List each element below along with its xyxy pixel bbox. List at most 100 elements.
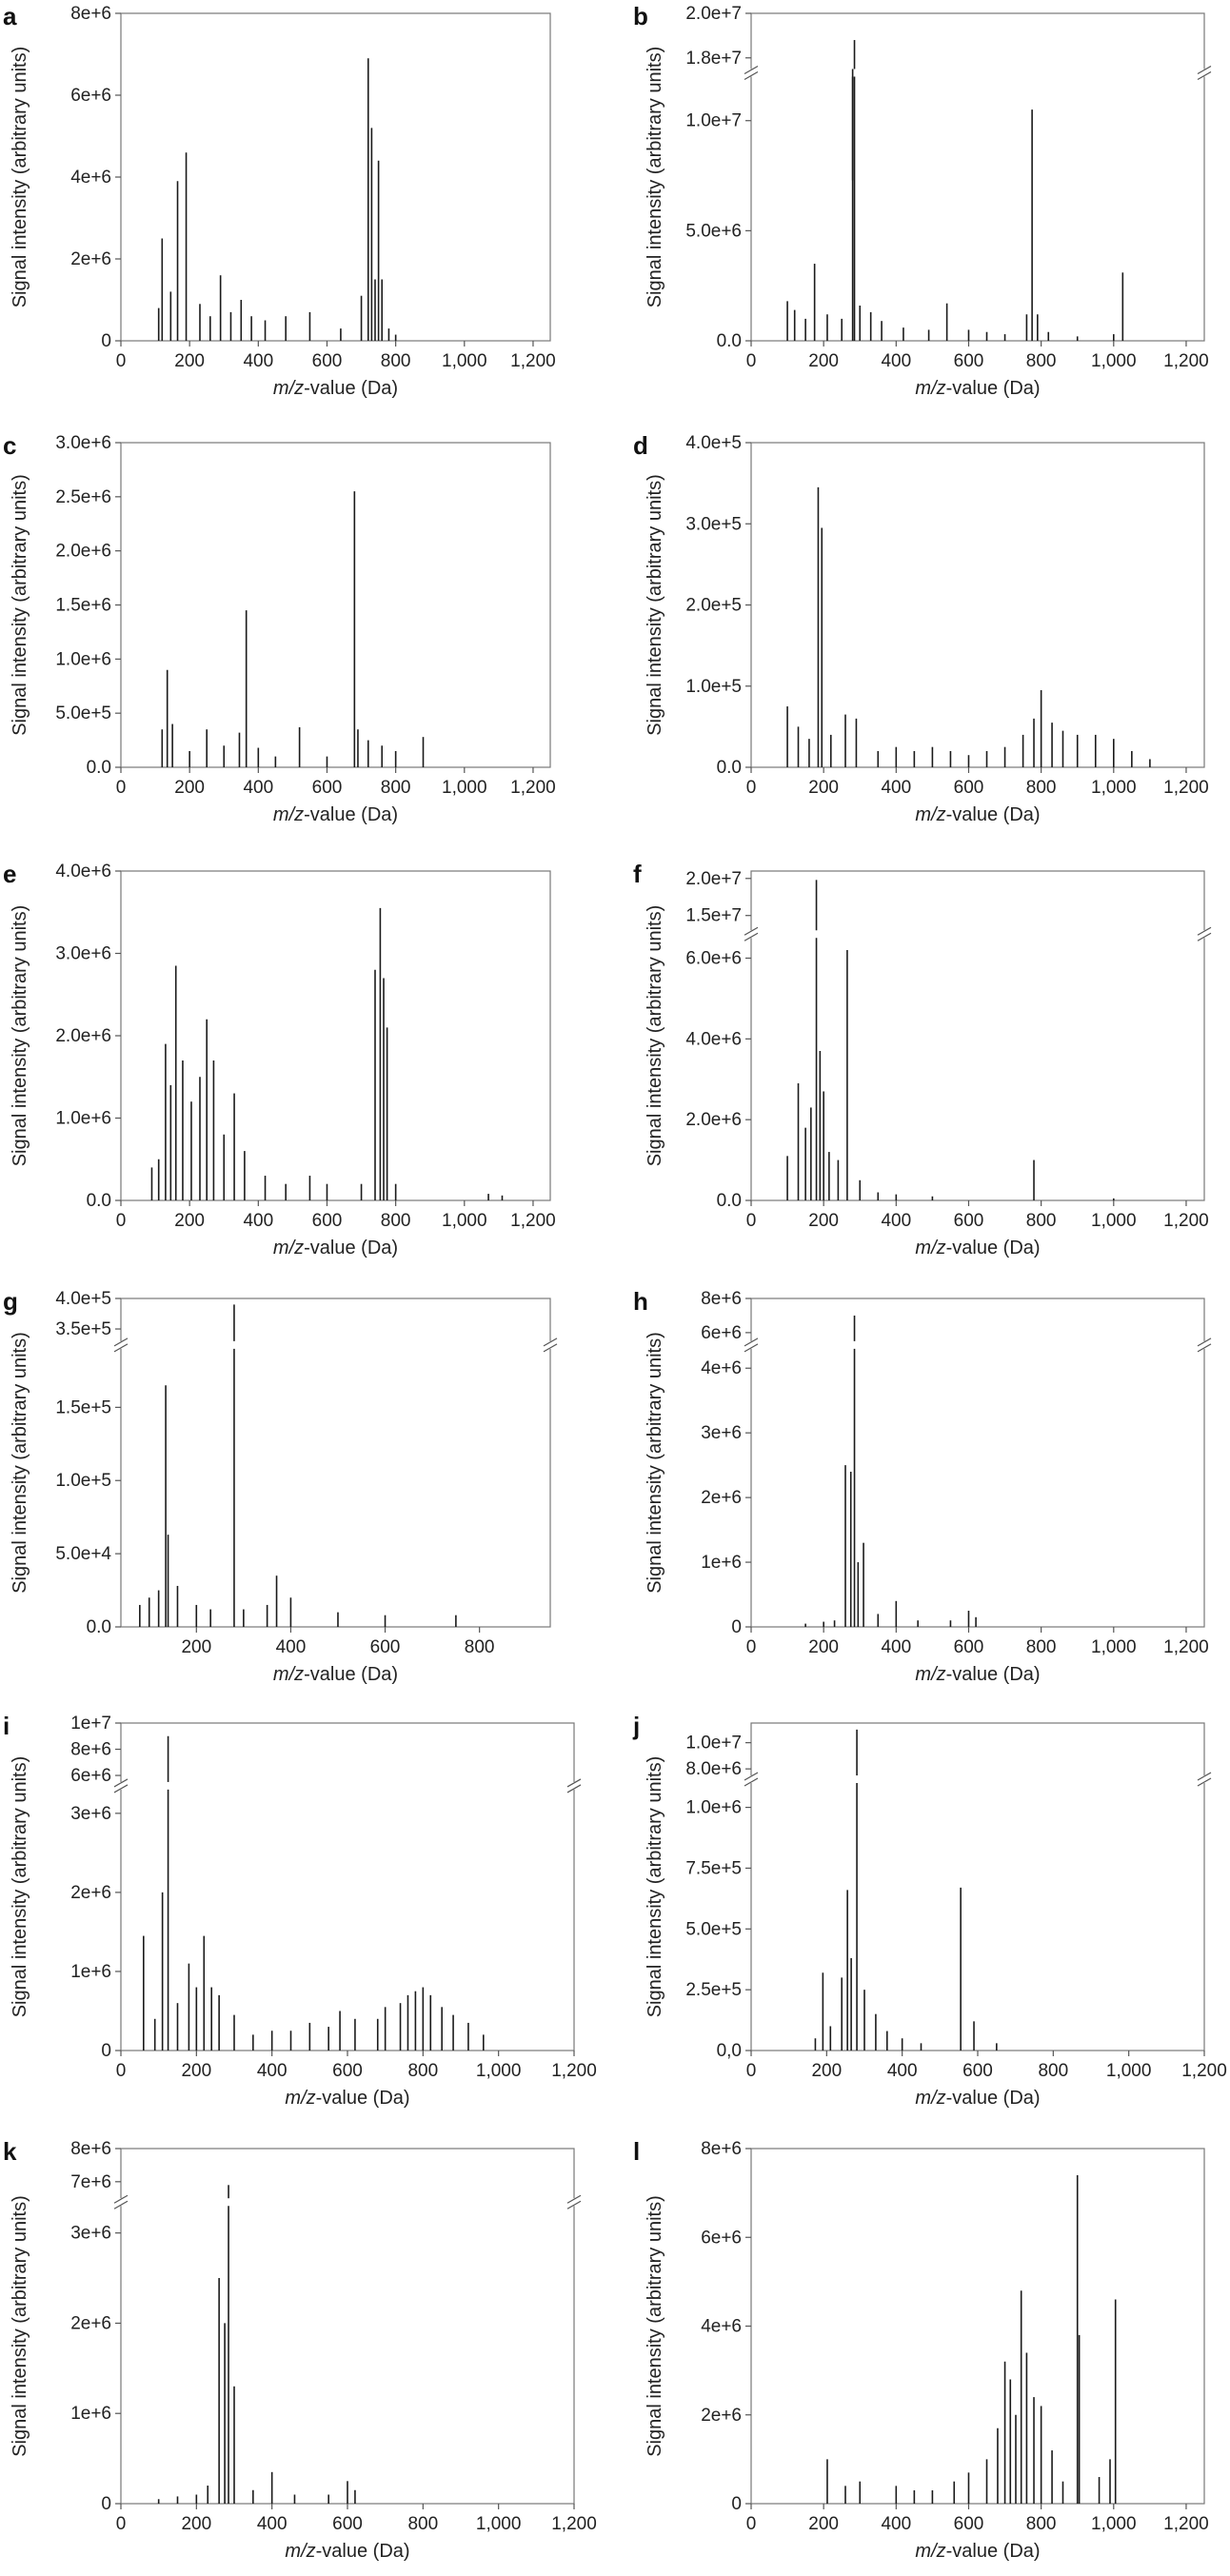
axis-break-mark [113,2200,129,2209]
x-tick-label: 200 [181,2061,211,2081]
panel-label: a [3,2,17,30]
x-tick-label: 0 [746,2061,757,2081]
axis-break-mark [1197,1338,1212,1347]
axis-break-mark [566,1784,582,1793]
x-tick-label: 200 [181,1637,211,1657]
x-axis-label: m/z-value (Da) [273,378,398,399]
panel-label: b [633,2,648,30]
plot-frame [750,1722,1205,2051]
y-tick-label: 1.0e+6 [55,1109,111,1129]
y-tick-label: 2.0e+6 [55,1026,111,1046]
x-tick-label: 600 [954,778,984,798]
x-tick-label: 1,000 [442,778,487,798]
axis-break-mark [744,1777,759,1787]
x-tick-label: 1,200 [551,2514,597,2534]
axis-break-mark [744,926,759,936]
y-tick-label: 3e+6 [70,1804,111,1824]
y-tick-label: 7e+6 [70,2172,111,2192]
x-axis-label: m/z-value (Da) [273,1238,398,1258]
x-tick-label: 600 [332,2061,363,2081]
x-tick-label: 600 [962,2061,993,2081]
y-tick-label: 0.0 [717,1191,742,1211]
y-tick-label: 1.0e+5 [55,1471,111,1491]
x-tick-label: 400 [881,1211,911,1231]
x-axis-label-rest: -value (Da) [946,804,1041,825]
y-tick-label: 6e+6 [70,1766,111,1786]
x-tick-label: 400 [881,1637,911,1657]
x-tick-label: 0 [116,1211,127,1231]
y-tick-label: 8e+6 [701,1289,742,1309]
plot-frame [120,12,551,342]
y-tick-label: 1.0e+5 [685,677,742,697]
x-axis-label: m/z-value (Da) [285,2088,409,2109]
x-tick-label: 600 [954,351,984,371]
axis-break-mark [113,1778,129,1788]
x-tick-label: 200 [811,2061,842,2081]
x-axis-label-italic: m/z [915,2088,945,2109]
panel-h: h 0 1e+6 2e+6 3e+6 4e+6 6e+6 8e+6 0 200 400 600 800 1… [633,1287,1212,1685]
x-axis-label: m/z-value (Da) [273,1664,398,1685]
axis-break-mark [744,1338,759,1347]
axis-break-gap [1199,930,1210,939]
x-axis-label-italic: m/z [915,804,945,825]
x-tick-label: 800 [1038,2061,1068,2081]
x-tick-label: 1,200 [1163,778,1209,798]
y-tick-label: 4e+6 [701,2317,742,2337]
axis-break-gap [115,1781,127,1790]
y-tick-label: 1.0e+6 [685,1798,742,1818]
x-tick-label: 800 [407,2514,438,2534]
x-tick-label: 200 [808,1211,839,1231]
x-axis-label: m/z-value (Da) [915,1664,1040,1685]
x-axis-label-rest: -value (Da) [316,2541,410,2562]
x-tick-label: 400 [257,2061,288,2081]
y-tick-label: 0 [731,1617,742,1637]
axis-break-gap [745,1775,757,1784]
x-axis-label: m/z-value (Da) [915,1238,1040,1258]
y-axis-label: Signal intensity (arbitrary units) [645,2195,665,2457]
y-tick-label: 0.0 [87,1617,111,1637]
x-tick-label: 0 [746,2514,757,2534]
x-tick-label: 400 [881,778,911,798]
x-tick-label: 800 [1026,1211,1057,1231]
y-tick-label: 1.0e+7 [685,111,742,131]
y-tick-label: 6e+6 [70,86,111,106]
y-tick-label: 8e+6 [701,2139,742,2159]
y-tick-label: 2e+6 [701,2406,742,2426]
axis-break-mark [113,2194,129,2204]
y-axis-label: Signal intensity (arbitrary units) [645,1332,665,1594]
x-tick-label: 1,200 [510,351,556,371]
x-tick-label: 600 [312,351,343,371]
x-axis-label: m/z-value (Da) [915,378,1040,399]
y-tick-label: 0,0 [717,2041,742,2061]
y-tick-label: 3.0e+6 [55,944,111,964]
x-axis-label-rest: -value (Da) [946,378,1041,399]
axis-break-mark [744,70,759,81]
x-tick-label: 400 [243,351,273,371]
axis-break-mark [744,1343,759,1353]
x-tick-label: 0 [116,2061,127,2081]
x-tick-label: 600 [370,1637,401,1657]
x-axis-label-italic: m/z [915,2541,945,2562]
x-tick-label: 600 [954,1211,984,1231]
x-tick-label: 1,200 [1163,2514,1209,2534]
y-tick-label: 2.0e+7 [685,4,742,24]
y-tick-label: 3e+6 [70,2224,111,2244]
y-tick-label: 5.0e+5 [55,703,111,723]
y-tick-label: 2.5e+5 [685,1980,742,2000]
plot-frame [120,870,551,1201]
x-tick-label: 800 [381,778,411,798]
axis-break-mark [1197,1343,1212,1353]
y-axis-label: Signal intensity (arbitrary units) [645,1756,665,2018]
axis-break-gap [115,2198,127,2207]
panel-i: i 0 1e+6 2e+6 3e+6 6e+6 8e+6 1e+7 0 200 400 600 800 1… [3,1712,597,2109]
x-tick-label: 1,000 [1091,1211,1137,1231]
x-tick-label: 1,200 [1163,1637,1209,1657]
x-axis-label-rest: -value (Da) [304,804,398,825]
x-tick-label: 800 [1026,2514,1057,2534]
axis-break-gap [745,1340,757,1349]
panel-label: j [632,1712,640,1740]
x-axis-label-rest: -value (Da) [946,1664,1041,1685]
y-tick-label: 1.5e+7 [685,906,742,926]
x-tick-label: 0 [746,351,757,371]
axis-break-mark [113,1784,129,1793]
